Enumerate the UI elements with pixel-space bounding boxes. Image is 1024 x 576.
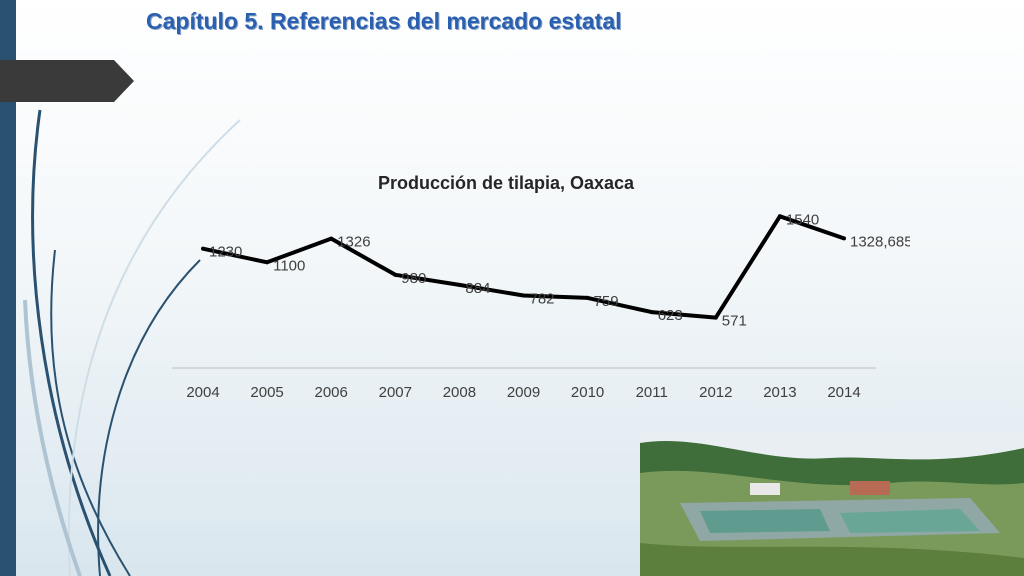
x-tick-label: 2004 [186, 384, 219, 401]
data-label: 623 [658, 307, 683, 324]
data-label: 1540 [786, 211, 819, 228]
x-tick-label: 2007 [379, 384, 412, 401]
x-tick-label: 2005 [250, 384, 283, 401]
x-tick-label: 2008 [443, 384, 476, 401]
data-point [777, 214, 782, 219]
data-point [842, 236, 846, 241]
x-tick-label: 2011 [636, 384, 668, 401]
data-label: 980 [401, 270, 426, 287]
x-tick-label: 2012 [699, 384, 732, 401]
data-label: 571 [722, 313, 747, 330]
data-point [521, 293, 526, 298]
data-label: 1328,68585 [850, 233, 910, 250]
x-tick-label: 2006 [315, 384, 348, 401]
x-tick-label: 2014 [827, 384, 860, 401]
data-point [201, 246, 205, 251]
data-point [393, 272, 398, 277]
data-label: 1326 [337, 234, 370, 251]
data-label: 1100 [273, 257, 305, 274]
left-accent-bar [0, 0, 16, 576]
arrow-tab-shape [0, 60, 134, 102]
x-tick-label: 2010 [571, 384, 604, 401]
data-point [329, 236, 334, 241]
line-chart: Producción de tilapia, Oaxaca 1230 2004 11… [150, 160, 910, 420]
data-point [457, 282, 462, 287]
x-tick-label: 2009 [507, 384, 540, 401]
x-tick-label: 2013 [763, 384, 796, 401]
chart-title: Producción de tilapia, Oaxaca [378, 173, 635, 193]
page-title: Capítulo 5. Referencias del mercado esta… [146, 8, 622, 34]
data-point [649, 310, 654, 315]
data-point [713, 315, 718, 320]
data-label: 759 [594, 293, 619, 310]
data-point [585, 295, 590, 300]
decorative-curves [23, 109, 241, 576]
data-point [265, 260, 270, 265]
tilapia-farm-photo [640, 433, 1024, 576]
data-label: 782 [530, 291, 555, 308]
data-label: 1230 [209, 244, 242, 261]
data-label: 884 [465, 280, 490, 297]
